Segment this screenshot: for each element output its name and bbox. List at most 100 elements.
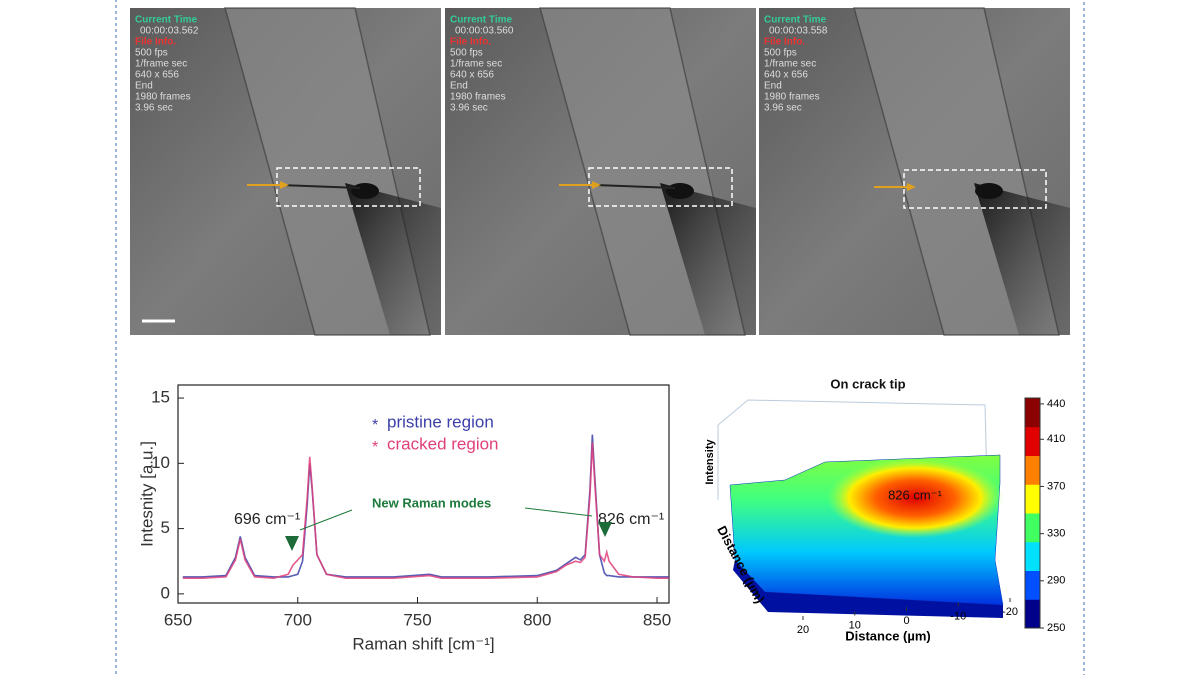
annotation-arrow — [524, 507, 593, 517]
surface-front — [733, 560, 1003, 618]
figure-border — [115, 0, 1085, 680]
colorbar-segment — [1025, 599, 1040, 629]
spectrum-chart: 650 700 750 800 850 0 5 10 15 Raman shift [cm⁻¹] I… — [137, 384, 671, 653]
mode-marker — [598, 522, 612, 537]
tip-shadow — [345, 183, 441, 335]
annotation: New Raman modes — [372, 495, 491, 510]
y-tick-label: 0 — [161, 583, 170, 602]
colorbar-segment — [1025, 513, 1040, 543]
legend-label: pristine region — [387, 412, 494, 431]
current-time-label: Current Time — [135, 15, 197, 26]
file-info-label: File Info. — [764, 37, 805, 48]
x-tick-label: 0 — [903, 615, 909, 627]
crack — [594, 184, 676, 189]
file-info: 640 x 656 — [135, 70, 179, 81]
x-axis-label: Raman shift [cm⁻¹] — [352, 634, 494, 653]
colorbar-tick-label: 330 — [1047, 528, 1065, 540]
file-info: 500 fps — [764, 48, 797, 59]
colorbar-segment — [1025, 398, 1040, 428]
colorbar-segment — [1025, 541, 1040, 571]
file-info: 3.96 sec — [135, 103, 173, 114]
file-info: 1980 frames — [450, 92, 506, 103]
x-axis-label: Distance (µm) — [845, 628, 931, 643]
x-tick-label: 700 — [284, 610, 312, 629]
current-time-label: Current Time — [764, 15, 826, 26]
legend-marker: * — [372, 417, 378, 434]
chart-title: On crack tip — [830, 376, 905, 391]
surface-chart: On crack tip 826 cm⁻¹ Intensity Distance (µ… — [704, 376, 1065, 643]
file-info: 3.96 sec — [450, 103, 488, 114]
annotation-arrow — [299, 509, 353, 531]
colorbar-frame — [1024, 397, 1041, 629]
arrow-head — [592, 181, 601, 189]
x-tick-label: -10 — [950, 610, 966, 622]
tip-shadow — [660, 183, 756, 335]
file-info: 500 fps — [450, 48, 483, 59]
file-info: 1/frame sec — [764, 59, 816, 70]
series-line — [182, 442, 669, 580]
x-tick-label: 850 — [643, 610, 671, 629]
file-info: 1980 frames — [764, 92, 820, 103]
roi-box — [588, 167, 733, 207]
roi-box — [276, 167, 421, 207]
z-axis-label: Intensity — [704, 439, 716, 485]
colorbar-tick-label: 250 — [1047, 622, 1065, 634]
y-tick-label: 5 — [161, 518, 170, 537]
tip — [351, 183, 379, 199]
annotation: 826 cm⁻¹ — [888, 487, 942, 502]
current-time-label: Current Time — [450, 15, 512, 26]
colorbar-segment — [1025, 570, 1040, 600]
file-info: 640 x 656 — [764, 70, 808, 81]
file-info: End — [764, 81, 782, 92]
y-axis-label: Intesnity [a.u.] — [137, 441, 156, 547]
current-time: 00:00:03.558 — [769, 26, 828, 37]
file-info: 1980 frames — [135, 92, 191, 103]
legend-marker: * — [372, 439, 378, 456]
colorbar-tick-label: 410 — [1047, 433, 1065, 445]
file-info-label: File Info. — [135, 37, 176, 48]
file-info: End — [450, 81, 468, 92]
file-info: 1/frame sec — [450, 59, 502, 70]
colorbar-tick-label: 370 — [1047, 480, 1065, 492]
annotation: 826 cm⁻¹ — [598, 511, 664, 528]
legend-label: cracked region — [387, 434, 499, 453]
plot-frame — [177, 384, 670, 604]
tip-shadow — [974, 183, 1070, 335]
x-tick-label: 650 — [164, 610, 192, 629]
series-line — [182, 434, 669, 578]
annotation: 696 cm⁻¹ — [234, 511, 300, 528]
roi-box — [903, 169, 1047, 209]
arrow-head — [907, 183, 916, 191]
colorbar-segment — [1025, 455, 1040, 485]
surface-peak — [827, 458, 1003, 538]
y-tick-label: 10 — [151, 453, 170, 472]
x-tick-label: -20 — [1002, 606, 1018, 618]
tip — [666, 183, 694, 199]
file-info: 1/frame sec — [135, 59, 187, 70]
x-tick-label: 800 — [523, 610, 551, 629]
file-info: 500 fps — [135, 48, 168, 59]
current-time: 00:00:03.562 — [140, 26, 199, 37]
y-tick-label: 15 — [151, 388, 170, 407]
colorbar-segment — [1025, 426, 1040, 456]
x-tick-label: 20 — [797, 624, 809, 636]
mode-marker — [285, 536, 299, 551]
file-info: End — [135, 81, 153, 92]
file-info: 640 x 656 — [450, 70, 494, 81]
tip — [975, 183, 1003, 199]
x-tick-label: 750 — [403, 610, 431, 629]
crack — [279, 184, 361, 189]
colorbar-tick-label: 290 — [1047, 575, 1065, 587]
file-info-label: File Info. — [450, 37, 491, 48]
file-info: 3.96 sec — [764, 103, 802, 114]
current-time: 00:00:03.560 — [455, 26, 514, 37]
colorbar-tick-label: 440 — [1047, 398, 1065, 410]
x-tick-label: 10 — [849, 619, 861, 631]
arrow-head — [280, 181, 289, 189]
colorbar-segment — [1025, 484, 1040, 514]
